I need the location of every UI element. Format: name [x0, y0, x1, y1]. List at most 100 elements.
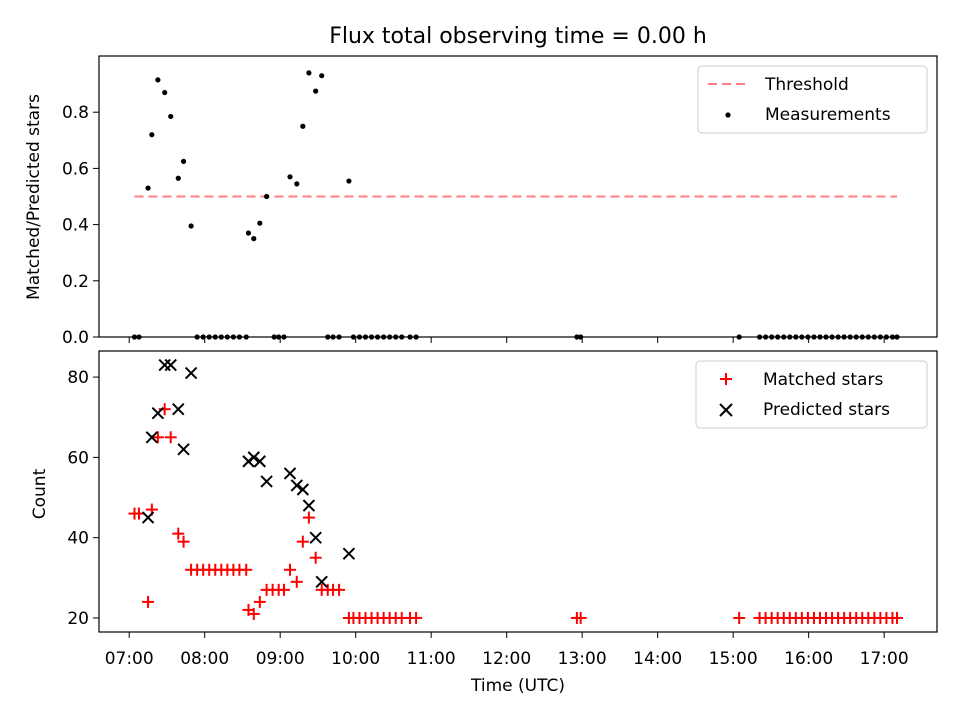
predicted-star-point — [141, 511, 155, 524]
legend-threshold-label: Threshold — [764, 75, 849, 95]
matched-star-point — [247, 607, 260, 620]
x-tick-label: 12:00 — [482, 649, 531, 669]
matched-star-point — [151, 431, 164, 444]
matched-star-point — [240, 563, 253, 576]
predicted-star-point — [260, 475, 273, 488]
bottom-y-ticks: 20 40 60 80 — [67, 368, 885, 638]
y-tick-label: 0.0 — [62, 328, 89, 348]
matched-star-point — [309, 551, 322, 564]
predicted-star-point — [164, 358, 177, 372]
y-tick-label: 0.2 — [62, 272, 89, 292]
top-axes-frame — [98, 55, 938, 338]
top-y-axis-label: Matched/Predicted stars — [24, 94, 44, 300]
legend-matched-label: Matched stars — [763, 370, 883, 390]
measurement-point — [264, 193, 270, 200]
predicted-star-point — [158, 358, 171, 372]
measurement-point — [155, 77, 161, 83]
legend-predicted-swatch — [719, 403, 733, 417]
matched-star-point — [296, 535, 309, 548]
bottom-legend: Matched stars Predicted stars — [695, 360, 928, 429]
predicted-star-point — [253, 455, 267, 468]
y-tick-label: 0.8 — [62, 103, 89, 123]
matched-star-point — [158, 403, 171, 416]
predicted-star-point — [290, 479, 304, 492]
x-tick-label: 09:00 — [256, 649, 305, 669]
predicted-star-point — [296, 483, 310, 496]
measurement-point — [319, 73, 325, 79]
measurement-point — [175, 175, 181, 181]
bottom-axes-frame — [98, 350, 938, 633]
measurement-point — [180, 158, 187, 164]
measurement-point — [145, 185, 151, 191]
matched-star-point — [410, 611, 423, 624]
measurement-point — [245, 230, 252, 236]
measurement-point — [188, 223, 194, 229]
matched-star-point — [574, 611, 587, 624]
measurement-point — [149, 132, 155, 138]
matched-star-point — [172, 527, 185, 540]
matched-star-point — [890, 611, 903, 624]
top-legend: Threshold Measurements — [697, 65, 928, 134]
matched-star-point — [290, 575, 303, 588]
measurement-point — [294, 181, 300, 187]
bottom-y-axis-label: Count — [30, 468, 50, 519]
matched-star-point — [284, 563, 297, 576]
x-tick-label: 11:00 — [407, 649, 456, 669]
predicted-star-point — [151, 407, 165, 420]
predicted-star-point — [302, 499, 316, 512]
predicted-star-point — [342, 547, 356, 560]
legend-measurements-swatch — [725, 112, 731, 118]
predicted-star-point — [172, 403, 185, 416]
predicted-star-point — [315, 575, 328, 589]
x-tick-label: 10:00 — [331, 649, 380, 669]
matched-star-point — [164, 431, 177, 444]
measurement-point — [257, 220, 263, 226]
measurement-point — [251, 236, 257, 242]
matched-star-point — [253, 595, 266, 608]
predicted-star-point — [184, 366, 198, 380]
predicted-star-point — [247, 451, 260, 464]
y-tick-label: 0.4 — [62, 216, 89, 236]
matched-star-point — [733, 611, 746, 624]
chart-title: Flux total observing time = 0.00 h — [329, 24, 707, 49]
predicted-star-point — [309, 531, 322, 544]
y-tick-label: 0.6 — [62, 159, 89, 179]
predicted-star-point — [177, 443, 190, 456]
y-tick-label: 80 — [67, 368, 89, 388]
measurement-point — [287, 174, 293, 180]
measurement-point — [162, 89, 168, 96]
matched-star-point — [333, 583, 346, 596]
measurement-point — [313, 88, 319, 94]
bottom-legend-box — [695, 360, 928, 429]
measurement-point — [346, 178, 352, 184]
matched-star-point — [302, 511, 315, 524]
legend-matched-swatch — [720, 373, 732, 385]
matched-star-point — [277, 583, 290, 596]
y-tick-label: 40 — [67, 529, 89, 549]
y-tick-label: 20 — [67, 609, 89, 629]
top-y-ticks: 0.0 0.2 0.4 0.6 0.8 — [62, 103, 885, 348]
matched-star-point — [177, 535, 190, 548]
x-tick-label: 17:00 — [860, 649, 909, 669]
x-ticks: 07:00 08:00 09:00 10:00 11:00 12:00 13:00 14:00… — [105, 649, 909, 669]
bottom-plot-area — [128, 358, 903, 624]
x-tick-label: 15:00 — [709, 649, 758, 669]
x-tick-label: 07:00 — [105, 649, 154, 669]
top-legend-box — [697, 65, 928, 134]
measurement-point — [306, 70, 312, 76]
legend-predicted-label: Predicted stars — [763, 400, 890, 420]
x-tick-label: 16:00 — [784, 649, 833, 669]
predicted-star-point — [145, 431, 159, 444]
top-panel: 0.00.20.40.60.8 Matched/Predicted stars … — [24, 55, 938, 348]
measurement-point — [300, 123, 306, 129]
x-tick-label: 08:00 — [180, 649, 229, 669]
x-tick-label: 14:00 — [633, 649, 682, 669]
legend-measurements-label: Measurements — [765, 105, 891, 125]
matched-star-point — [142, 595, 155, 608]
measurement-point — [168, 113, 174, 120]
x-tick-label: 13:00 — [558, 649, 607, 669]
predicted-star-point — [283, 467, 297, 480]
bottom-panel: 20 40 60 80 07:00 08:00 09:00 10:00 11:00 12:00 1… — [30, 350, 938, 696]
x-axis-label: Time (UTC) — [470, 676, 565, 696]
